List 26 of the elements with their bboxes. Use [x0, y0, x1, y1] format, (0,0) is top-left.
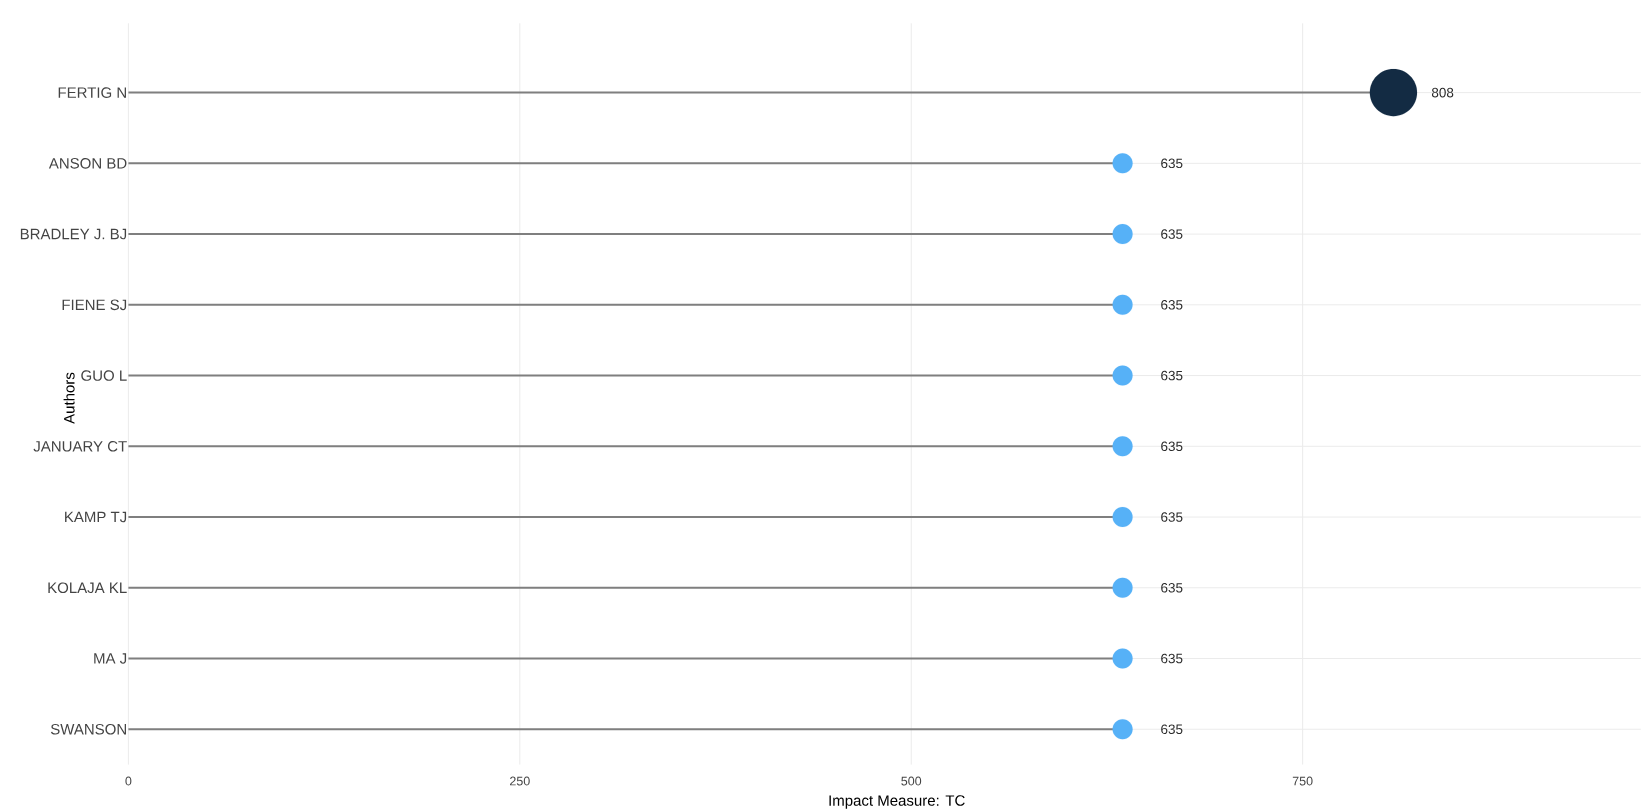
y-tick-label: BRADLEY J. BJ: [20, 228, 127, 240]
data-label: 808: [1431, 87, 1454, 98]
y-tick-label: ANSON BD: [48, 158, 127, 169]
y-tick-label: KAMP TJ: [65, 511, 127, 523]
x-axis-title: Impact Measure: TC: [829, 795, 965, 809]
x-tick-label: 500: [901, 776, 922, 786]
data-label: 635: [1161, 229, 1183, 239]
y-tick-label: MA J: [94, 653, 127, 664]
y-tick-label: FERTIG N: [58, 87, 126, 98]
y-axis-title: Authors: [63, 372, 75, 424]
x-tick-label: 250: [510, 776, 530, 786]
data-label: 635: [1161, 653, 1183, 664]
data-label: 635: [1161, 512, 1183, 522]
data-label: 635: [1161, 158, 1183, 169]
y-tick-label: GUO L: [81, 370, 127, 381]
y-tick-label: KOLAJA KL: [48, 582, 127, 594]
data-label: 635: [1161, 300, 1183, 310]
data-label: 635: [1161, 441, 1183, 452]
y-tick-label: SWANSON: [50, 723, 126, 735]
x-tick-label: 750: [1292, 776, 1313, 786]
y-tick-label: JANUARY CT: [33, 440, 127, 452]
data-label: 635: [1161, 724, 1183, 735]
data-label: 635: [1161, 582, 1183, 593]
y-tick-label: FIENE SJ: [62, 299, 127, 311]
x-tick-label: 0: [125, 776, 132, 786]
data-label: 635: [1161, 370, 1183, 381]
